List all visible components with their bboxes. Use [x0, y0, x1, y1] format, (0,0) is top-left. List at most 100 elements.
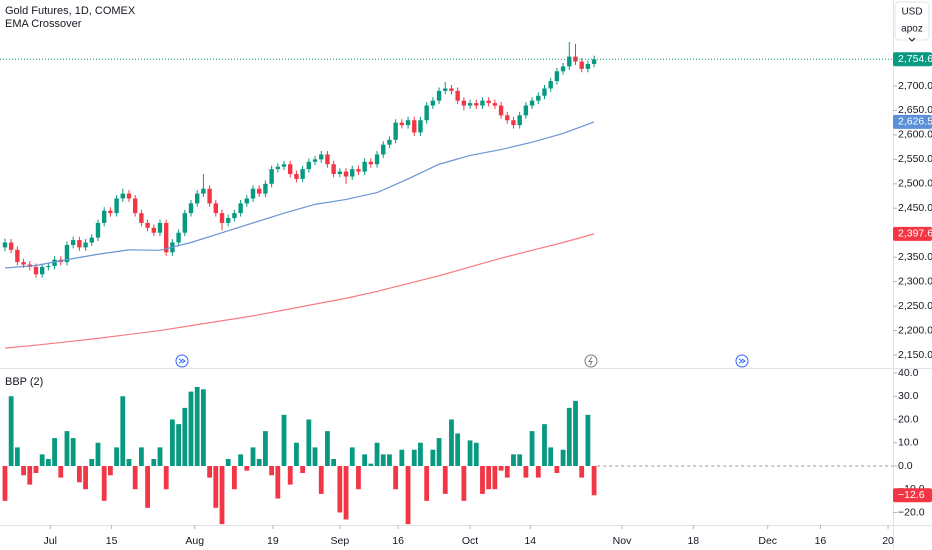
- bbp-bar: [306, 419, 312, 466]
- event-icon[interactable]: [175, 354, 189, 368]
- candle-body: [300, 169, 305, 179]
- candle-body: [39, 266, 45, 275]
- candle-body: [368, 161, 374, 165]
- candle-body: [89, 237, 94, 243]
- bbp-bar: [318, 465, 324, 494]
- candle-body: [288, 164, 293, 175]
- currency-button[interactable]: [894, 1, 930, 41]
- y-tick-label: 2,150.0: [898, 349, 932, 361]
- bbp-bar: [560, 449, 566, 466]
- candle-body: [492, 103, 498, 106]
- bbp-bar: [27, 465, 33, 485]
- x-tick-label: 15: [106, 535, 118, 547]
- bbp-bar: [120, 396, 126, 466]
- candle-body: [591, 59, 597, 64]
- bbp-bar: [579, 465, 585, 478]
- candle-body: [257, 188, 262, 194]
- y-tick-label: 0.0: [898, 460, 913, 472]
- candle-body: [21, 262, 26, 265]
- candle-body: [449, 88, 454, 91]
- bbp-bar: [498, 465, 504, 471]
- candle-body: [232, 213, 237, 219]
- candle-body: [213, 203, 219, 214]
- candle-body: [294, 174, 299, 179]
- candle-body: [281, 164, 287, 167]
- bbp-bar: [486, 465, 492, 490]
- candle-body: [126, 193, 132, 199]
- candle-body: [157, 222, 163, 233]
- bbp-bar: [256, 459, 262, 466]
- x-tick-label: 18: [687, 535, 699, 547]
- candle-body: [325, 154, 330, 165]
- bbp-bar: [424, 465, 430, 501]
- candle-body: [33, 266, 39, 275]
- x-tick-label: 19: [267, 535, 279, 547]
- bbp-bar: [45, 459, 51, 466]
- price-label-box: [893, 114, 932, 129]
- bbp-bar: [83, 465, 88, 490]
- candle-body: [505, 115, 510, 121]
- candle-body: [387, 139, 392, 145]
- bbp-bar: [523, 465, 529, 478]
- event-icon[interactable]: [735, 354, 749, 368]
- event-icon[interactable]: [584, 354, 598, 368]
- candle-body: [8, 242, 14, 250]
- bbp-bar: [529, 431, 535, 466]
- bbp-bar: [238, 454, 244, 466]
- candle-body: [548, 81, 553, 89]
- bbp-bar: [542, 424, 547, 466]
- y-tick-label: 2,200.0: [898, 324, 932, 336]
- bbp-bar: [269, 465, 275, 476]
- price-label: 2,626.5: [898, 116, 932, 128]
- bbp-bar: [219, 465, 225, 525]
- bbp-bar: [244, 465, 250, 471]
- price-label-box: [893, 226, 932, 241]
- bbp-bar: [287, 465, 293, 485]
- bbp-bar: [511, 454, 516, 466]
- candle-body: [250, 188, 256, 199]
- bbp-bar: [535, 465, 541, 478]
- bbp-bar: [101, 465, 107, 501]
- candle-body: [120, 193, 125, 199]
- bbp-bar: [566, 407, 572, 466]
- y-tick-label: 2,600.0: [898, 129, 932, 141]
- x-tick-label: Dec: [758, 535, 777, 547]
- y-tick-label: 2,550.0: [898, 153, 932, 165]
- candle-body: [77, 240, 82, 248]
- bbp-bar: [585, 414, 591, 466]
- price-label: 2,754.6: [898, 53, 932, 65]
- candle-body: [226, 218, 231, 223]
- candle-body: [536, 95, 541, 101]
- bbp-bar: [517, 454, 523, 466]
- x-tick-label: Sep: [330, 535, 349, 547]
- bbp-bar: [21, 465, 26, 476]
- bbp-bar: [263, 431, 268, 466]
- bbp-bar: [455, 433, 461, 466]
- bbp-bar: [399, 449, 405, 466]
- y-tick-label: 10.0: [898, 437, 919, 449]
- candle-body: [46, 265, 51, 267]
- bbp-bar: [325, 431, 330, 466]
- candle-body: [418, 120, 423, 133]
- bbp-bar: [14, 447, 20, 466]
- candle-body: [585, 63, 591, 69]
- candle-body: [430, 100, 436, 106]
- candle-body: [15, 249, 20, 263]
- chevron: [908, 37, 916, 42]
- bbp-bar: [132, 465, 138, 490]
- candle-body: [331, 164, 336, 175]
- bbp-bar: [194, 386, 200, 466]
- bbp-bar: [436, 438, 442, 466]
- y-tick-label: 20.0: [898, 413, 919, 425]
- candle-body: [467, 103, 473, 106]
- bbp-bar: [64, 431, 70, 466]
- bbp-bar: [58, 465, 64, 478]
- candle-body: [201, 188, 206, 194]
- candle-body: [573, 56, 578, 62]
- candle-body: [269, 169, 274, 184]
- candle-body: [393, 122, 398, 140]
- bbp-bar: [554, 465, 560, 473]
- currency: USD: [901, 7, 922, 18]
- candle-body: [486, 100, 491, 104]
